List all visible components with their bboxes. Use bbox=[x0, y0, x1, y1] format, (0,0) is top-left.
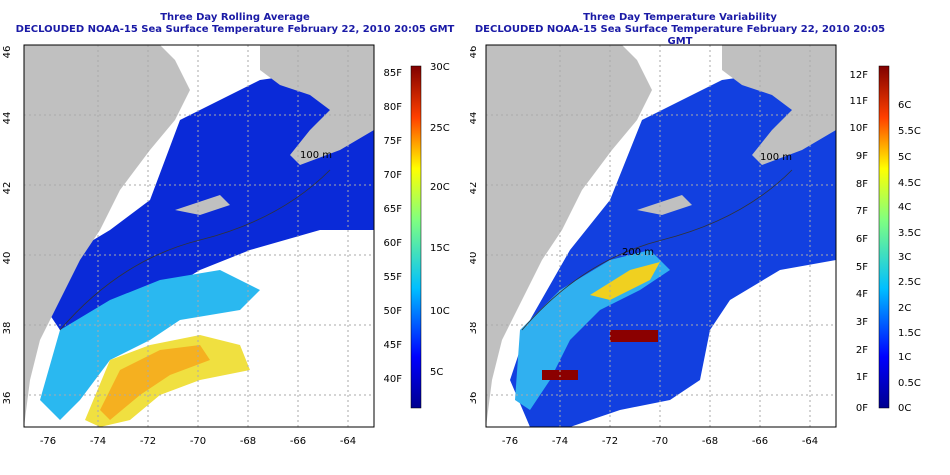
svg-text:10C: 10C bbox=[430, 306, 450, 317]
svg-text:46: 46 bbox=[2, 46, 13, 59]
right-title-line1: Three Day Temperature Variability bbox=[583, 12, 777, 23]
right-map: 100 m 200 m 46 44 42 40 38 36 -76 -74 -7… bbox=[470, 44, 921, 447]
svg-text:70F: 70F bbox=[384, 170, 403, 181]
left-title-line1: Three Day Rolling Average bbox=[160, 12, 310, 23]
svg-text:-70: -70 bbox=[190, 436, 206, 447]
left-lat-ticks: 46 44 42 40 38 36 bbox=[2, 46, 13, 405]
svg-text:50F: 50F bbox=[384, 306, 403, 317]
right-colorbar-f-labels: 12F 11F 10F 9F 8F 7F 6F 5F 4F 3F 2F 1F 0… bbox=[850, 70, 869, 414]
svg-text:25C: 25C bbox=[430, 123, 450, 134]
svg-text:9F: 9F bbox=[856, 151, 868, 162]
svg-text:2.5C: 2.5C bbox=[898, 277, 921, 288]
svg-text:46: 46 bbox=[470, 46, 479, 59]
left-colorbar-c-labels: 30C 25C 20C 15C 10C 5C bbox=[430, 62, 450, 378]
svg-text:-76: -76 bbox=[40, 436, 56, 447]
svg-text:55F: 55F bbox=[384, 272, 403, 283]
svg-text:-64: -64 bbox=[802, 436, 818, 447]
svg-text:3C: 3C bbox=[898, 252, 911, 263]
svg-text:-66: -66 bbox=[752, 436, 768, 447]
svg-text:44: 44 bbox=[470, 112, 479, 125]
svg-text:-70: -70 bbox=[652, 436, 668, 447]
svg-text:60F: 60F bbox=[384, 238, 403, 249]
svg-text:-66: -66 bbox=[290, 436, 306, 447]
svg-text:5F: 5F bbox=[856, 262, 868, 273]
right-map-content bbox=[486, 45, 836, 427]
left-map-content bbox=[24, 45, 374, 427]
right-ocean-low bbox=[510, 60, 836, 427]
svg-text:40: 40 bbox=[2, 252, 13, 265]
left-colorbar-f-labels: 85F 80F 75F 70F 65F 60F 55F 50F 45F 40F bbox=[384, 68, 403, 385]
right-contour-label-200: 200 m bbox=[622, 247, 654, 258]
svg-text:42: 42 bbox=[470, 182, 479, 195]
right-colorbar-c-labels: 6C 5.5C 5C 4.5C 4C 3.5C 3C 2.5C 2C 1.5C … bbox=[898, 100, 921, 414]
svg-text:45F: 45F bbox=[384, 340, 403, 351]
svg-text:-72: -72 bbox=[602, 436, 618, 447]
right-panel-title: Three Day Temperature Variability DECLOU… bbox=[470, 12, 890, 48]
left-ocean-mid bbox=[40, 270, 260, 420]
svg-text:-76: -76 bbox=[502, 436, 518, 447]
svg-text:3F: 3F bbox=[856, 317, 868, 328]
left-lon-ticks: -76 -74 -72 -70 -68 -66 -64 bbox=[40, 436, 356, 447]
svg-text:65F: 65F bbox=[384, 204, 403, 215]
svg-text:2F: 2F bbox=[856, 345, 868, 356]
svg-text:12F: 12F bbox=[850, 70, 869, 81]
left-map: 100 m 46 44 42 40 38 36 -76 -74 -72 -70 … bbox=[2, 44, 450, 447]
svg-text:5C: 5C bbox=[898, 152, 911, 163]
svg-text:38: 38 bbox=[2, 322, 13, 335]
svg-text:3.5C: 3.5C bbox=[898, 228, 921, 239]
right-lat-ticks: 46 44 42 40 38 36 bbox=[470, 46, 479, 405]
svg-text:5.5C: 5.5C bbox=[898, 126, 921, 137]
svg-text:6C: 6C bbox=[898, 100, 911, 111]
svg-text:42: 42 bbox=[2, 182, 13, 195]
svg-text:-74: -74 bbox=[552, 436, 568, 447]
right-contour-label: 100 m bbox=[760, 152, 792, 163]
left-contour-label: 100 m bbox=[300, 150, 332, 161]
svg-text:85F: 85F bbox=[384, 68, 403, 79]
right-lon-ticks: -76 -74 -72 -70 -68 -66 -64 bbox=[502, 436, 818, 447]
left-title-line2: DECLOUDED NOAA-15 Sea Surface Temperatur… bbox=[15, 24, 455, 35]
svg-text:-72: -72 bbox=[140, 436, 156, 447]
svg-text:0C: 0C bbox=[898, 403, 911, 414]
svg-text:4C: 4C bbox=[898, 202, 911, 213]
svg-text:4.5C: 4.5C bbox=[898, 178, 921, 189]
svg-text:-68: -68 bbox=[240, 436, 256, 447]
left-ocean-cold bbox=[40, 60, 374, 330]
svg-text:8F: 8F bbox=[856, 179, 868, 190]
svg-text:15C: 15C bbox=[430, 243, 450, 254]
svg-text:0.5C: 0.5C bbox=[898, 378, 921, 389]
right-land-nova-scotia bbox=[722, 45, 836, 165]
left-panel-title: Three Day Rolling Average DECLOUDED NOAA… bbox=[0, 12, 470, 36]
svg-text:36: 36 bbox=[470, 392, 479, 405]
right-title-line2: DECLOUDED NOAA-15 Sea Surface Temperatur… bbox=[474, 24, 886, 47]
svg-text:10F: 10F bbox=[850, 123, 869, 134]
svg-text:44: 44 bbox=[2, 112, 13, 125]
left-colorbar bbox=[410, 65, 422, 409]
svg-text:75F: 75F bbox=[384, 136, 403, 147]
svg-text:-64: -64 bbox=[340, 436, 356, 447]
svg-text:-74: -74 bbox=[90, 436, 106, 447]
left-land-nova-scotia bbox=[260, 45, 374, 165]
svg-text:36: 36 bbox=[2, 392, 13, 405]
svg-text:4F: 4F bbox=[856, 289, 868, 300]
svg-text:5C: 5C bbox=[430, 367, 443, 378]
right-colorbar bbox=[878, 65, 890, 409]
svg-text:40F: 40F bbox=[384, 374, 403, 385]
svg-text:0F: 0F bbox=[856, 403, 868, 414]
svg-text:40: 40 bbox=[470, 252, 479, 265]
svg-text:1.5C: 1.5C bbox=[898, 328, 921, 339]
svg-text:11F: 11F bbox=[850, 96, 869, 107]
svg-text:1F: 1F bbox=[856, 372, 868, 383]
svg-text:7F: 7F bbox=[856, 206, 868, 217]
svg-text:38: 38 bbox=[470, 322, 479, 335]
svg-text:1C: 1C bbox=[898, 352, 911, 363]
svg-text:6F: 6F bbox=[856, 234, 868, 245]
svg-text:2C: 2C bbox=[898, 303, 911, 314]
svg-text:30C: 30C bbox=[430, 62, 450, 73]
svg-text:80F: 80F bbox=[384, 102, 403, 113]
svg-text:-68: -68 bbox=[702, 436, 718, 447]
svg-text:20C: 20C bbox=[430, 182, 450, 193]
